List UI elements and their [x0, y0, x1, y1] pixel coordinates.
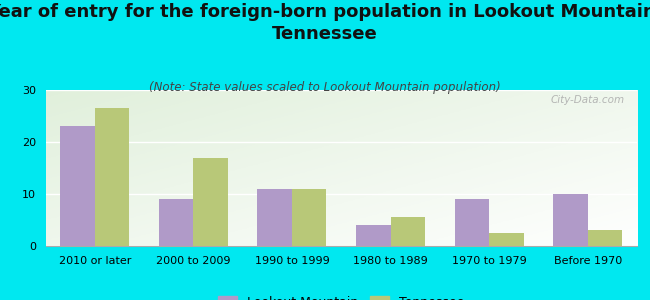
Bar [292, 189, 326, 246]
Bar [588, 230, 622, 246]
Bar [391, 218, 425, 246]
Bar [356, 225, 391, 246]
Bar [95, 108, 129, 246]
Bar [553, 194, 588, 246]
Text: City-Data.com: City-Data.com [551, 95, 625, 105]
Bar [454, 199, 489, 246]
Bar [194, 158, 228, 246]
Legend: Lookout Mountain, Tennessee: Lookout Mountain, Tennessee [218, 296, 465, 300]
Bar [257, 189, 292, 246]
Bar [60, 126, 95, 246]
Text: Year of entry for the foreign-born population in Lookout Mountain,
Tennessee: Year of entry for the foreign-born popul… [0, 3, 650, 43]
Text: (Note: State values scaled to Lookout Mountain population): (Note: State values scaled to Lookout Mo… [149, 81, 501, 94]
Bar [159, 199, 194, 246]
Bar [489, 233, 524, 246]
